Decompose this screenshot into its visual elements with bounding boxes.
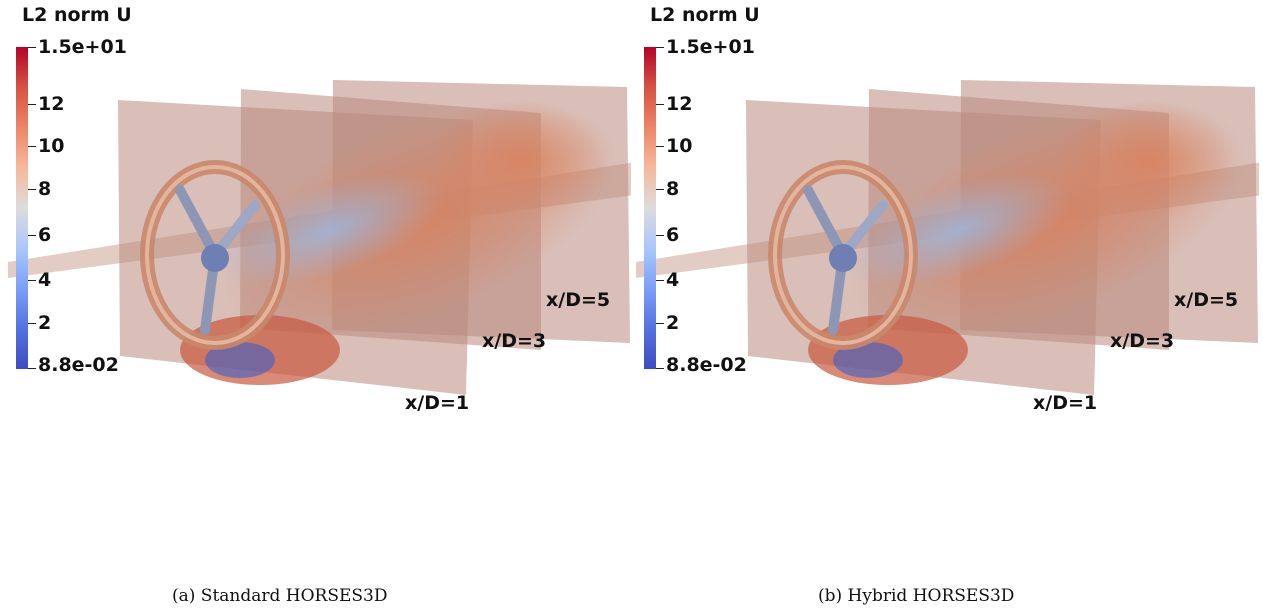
panel-standard: L2 norm U 1.5e+01 12 10 8 6 4 2 8.8e-02 … bbox=[0, 0, 631, 440]
colorbar-label: 12 bbox=[38, 93, 65, 115]
colorbar-label: 8.8e-02 bbox=[38, 354, 119, 376]
colorbar-tick bbox=[28, 323, 36, 324]
turbine-rotor bbox=[140, 160, 290, 350]
colorbar-label: 8.8e-02 bbox=[666, 354, 747, 376]
colorbar-tick bbox=[656, 104, 664, 105]
colorbar-label: 4 bbox=[38, 269, 52, 291]
flow-visualization bbox=[636, 80, 1259, 395]
slice-label-x1: x/D=1 bbox=[405, 392, 470, 414]
colorbar-label: 10 bbox=[666, 135, 693, 157]
colorbar-tick bbox=[28, 146, 36, 147]
colorbar-label: 10 bbox=[38, 135, 65, 157]
colorbar-tick bbox=[28, 104, 36, 105]
vortex-wake bbox=[808, 100, 1246, 385]
colorbar-tick bbox=[656, 280, 664, 281]
slice-label-x1: x/D=1 bbox=[1033, 392, 1098, 414]
colorbar-title: L2 norm U bbox=[22, 4, 132, 26]
colorbar-label: 4 bbox=[666, 269, 680, 291]
caption-standard: (a) Standard HORSES3D bbox=[172, 586, 388, 606]
colorbar-label: 8 bbox=[666, 178, 680, 200]
vortex-wake bbox=[180, 100, 618, 385]
slice-label-x5: x/D=5 bbox=[546, 289, 611, 311]
colorbar-label: 2 bbox=[666, 312, 680, 334]
colorbar bbox=[644, 47, 656, 369]
colorbar-tick bbox=[656, 146, 664, 147]
colorbar-tick bbox=[656, 189, 664, 190]
colorbar-tick bbox=[656, 368, 664, 369]
slice-label-x3: x/D=3 bbox=[1110, 330, 1175, 352]
colorbar-label: 2 bbox=[38, 312, 52, 334]
colorbar-label: 8 bbox=[38, 178, 52, 200]
colorbar-tick bbox=[28, 368, 36, 369]
caption-hybrid: (b) Hybrid HORSES3D bbox=[818, 586, 1015, 606]
colorbar-label: 12 bbox=[666, 93, 693, 115]
colorbar-label: 6 bbox=[666, 224, 680, 246]
colorbar-tick bbox=[656, 323, 664, 324]
colorbar-label: 6 bbox=[38, 224, 52, 246]
flow-visualization bbox=[8, 80, 631, 395]
colorbar-tick bbox=[28, 280, 36, 281]
colorbar-tick bbox=[656, 235, 664, 236]
colorbar-tick bbox=[28, 235, 36, 236]
colorbar-title: L2 norm U bbox=[650, 4, 760, 26]
slice-label-x3: x/D=3 bbox=[482, 330, 547, 352]
colorbar-tick bbox=[28, 189, 36, 190]
panel-hybrid: L2 norm U 1.5e+01 12 10 8 6 4 2 8.8e-02 … bbox=[628, 0, 1259, 440]
colorbar-label: 1.5e+01 bbox=[38, 36, 127, 58]
colorbar bbox=[16, 47, 28, 369]
colorbar-label: 1.5e+01 bbox=[666, 36, 755, 58]
colorbar-tick bbox=[28, 47, 36, 48]
colorbar-tick bbox=[656, 47, 664, 48]
turbine-rotor bbox=[768, 160, 918, 350]
slice-label-x5: x/D=5 bbox=[1174, 289, 1239, 311]
